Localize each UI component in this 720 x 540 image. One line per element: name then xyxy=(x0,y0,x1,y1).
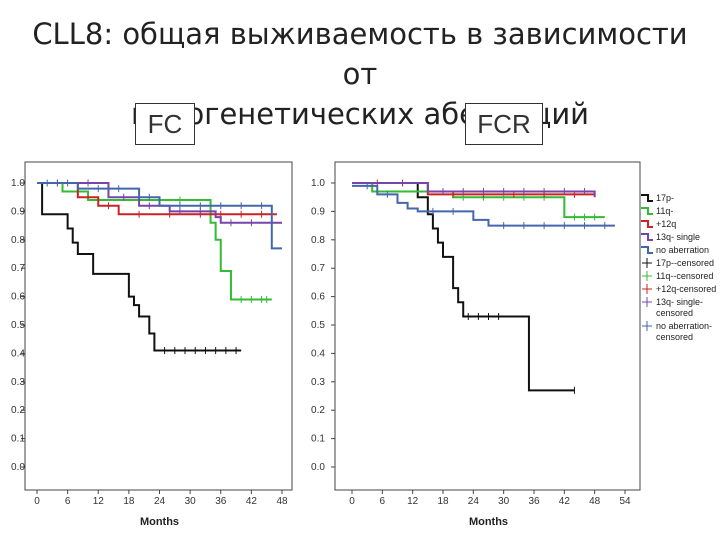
y-tick-label-fc: 0.5 xyxy=(11,320,25,331)
y-tick-label-fcr: 0.5 xyxy=(311,320,325,331)
y-tick-label-fc: 0.0 xyxy=(11,462,25,473)
slide-title-line-1: CLL8: общая выживаемость в зависимости о… xyxy=(32,17,688,91)
x-tick-label-fcr: 30 xyxy=(498,496,510,507)
y-tick-label-fcr: 0.1 xyxy=(311,434,325,445)
legend-swatch xyxy=(641,233,653,241)
x-tick-label-fcr: 24 xyxy=(468,496,480,507)
legend-label: +12q xyxy=(656,219,677,229)
y-tick-label-fc: 0.9 xyxy=(11,206,25,217)
x-tick-label-fc: 0 xyxy=(34,496,40,507)
legend-item: 11q--censored xyxy=(640,271,720,284)
legend-label: +12q-censored xyxy=(656,284,717,294)
legend-item: +12q-censored xyxy=(640,284,720,297)
panel-label-fc: FC xyxy=(135,103,195,145)
y-tick-label-fcr: 0.8 xyxy=(311,235,325,246)
y-tick-label-fc: 0.2 xyxy=(11,405,25,416)
legend-label: no aberration-censored xyxy=(656,321,713,342)
x-tick-label-fcr: 18 xyxy=(437,496,449,507)
y-tick-label-fc: 0.1 xyxy=(11,434,25,445)
plot-frame-fcr xyxy=(334,161,641,491)
legend-label: 17p- xyxy=(656,193,675,203)
x-axis-title-fc: Months xyxy=(140,516,179,528)
series-line-13q-fc xyxy=(37,182,282,224)
legend-swatch xyxy=(641,194,653,202)
x-tick-label-fcr: 12 xyxy=(407,496,419,507)
legend-item: no aberration xyxy=(640,245,720,258)
legend-item: 17p--censored xyxy=(640,258,720,271)
plot-frame-fc xyxy=(24,161,293,491)
series-line-11q-fc xyxy=(37,182,272,301)
legend-label: 11q- xyxy=(656,206,674,216)
legend-swatch xyxy=(642,321,652,331)
legend-swatch xyxy=(641,207,653,215)
y-tick-label-fc: 0.8 xyxy=(11,235,25,246)
legend-label: 11q--censored xyxy=(656,271,714,281)
x-tick-label-fcr: 0 xyxy=(349,496,355,507)
series-line-13q-fcr xyxy=(352,182,596,198)
x-tick-label-fc: 24 xyxy=(154,496,166,507)
x-tick-label-fc: 48 xyxy=(276,496,288,507)
x-tick-label-fcr: 54 xyxy=(619,496,631,507)
x-tick-label-fcr: 36 xyxy=(528,496,540,507)
series-line-17p-fc xyxy=(37,182,242,352)
y-tick-label-fc: 0.3 xyxy=(11,377,25,388)
x-axis-title-fcr: Months xyxy=(469,516,508,528)
x-tick-label-fc: 30 xyxy=(185,496,197,507)
x-tick-label-fc: 18 xyxy=(123,496,135,507)
y-tick-label-fc: 1.0 xyxy=(11,178,25,189)
x-tick-label-fcr: 42 xyxy=(559,496,571,507)
y-tick-label-fcr: 0.7 xyxy=(311,263,325,274)
y-tick-label-fc: 0.7 xyxy=(11,263,25,274)
y-tick-label-fcr: 0.0 xyxy=(311,462,325,473)
y-tick-label-fcr: 0.6 xyxy=(311,292,325,303)
y-tick-label-fcr: 0.4 xyxy=(311,348,325,359)
legend-item: no aberration-censored xyxy=(640,321,720,345)
y-tick-label-fcr: 1.0 xyxy=(311,178,325,189)
x-tick-label-fc: 36 xyxy=(215,496,227,507)
legend-item: 13q- single xyxy=(640,232,720,245)
legend: 17p- 11q- +12q 13q- single no aberration 17p-… xyxy=(640,193,720,345)
legend-swatch xyxy=(641,246,653,254)
y-tick-label-fcr: 0.3 xyxy=(311,377,325,388)
panel-label-fcr: FCR xyxy=(465,103,543,145)
x-tick-label-fc: 6 xyxy=(65,496,71,507)
legend-item: 11q- xyxy=(640,206,720,219)
series-line-none-fcr xyxy=(352,184,615,227)
legend-label: no aberration xyxy=(656,245,710,255)
y-tick-label-fc: 0.4 xyxy=(11,348,25,359)
x-tick-label-fc: 12 xyxy=(93,496,105,507)
legend-swatch xyxy=(642,297,652,307)
series-line-none-fc xyxy=(37,182,282,250)
legend-item: +12q xyxy=(640,219,720,232)
legend-label: 17p--censored xyxy=(656,258,715,268)
x-tick-label-fcr: 48 xyxy=(589,496,601,507)
legend-swatch xyxy=(642,284,652,294)
legend-label: 13q- single xyxy=(656,232,701,242)
series-line-17p-fcr xyxy=(352,182,575,392)
legend-item: 13q- single-censored xyxy=(640,297,720,321)
x-tick-label-fc: 42 xyxy=(246,496,258,507)
legend-item: 17p- xyxy=(640,193,720,206)
legend-swatch xyxy=(641,220,653,228)
legend-label: 13q- single-censored xyxy=(656,297,704,318)
y-tick-label-fc: 0.6 xyxy=(11,292,25,303)
x-tick-label-fcr: 6 xyxy=(380,496,386,507)
y-tick-label-fcr: 0.9 xyxy=(311,206,325,217)
y-tick-label-fcr: 0.2 xyxy=(311,405,325,416)
legend-swatch xyxy=(642,258,652,268)
legend-swatch xyxy=(642,271,652,281)
